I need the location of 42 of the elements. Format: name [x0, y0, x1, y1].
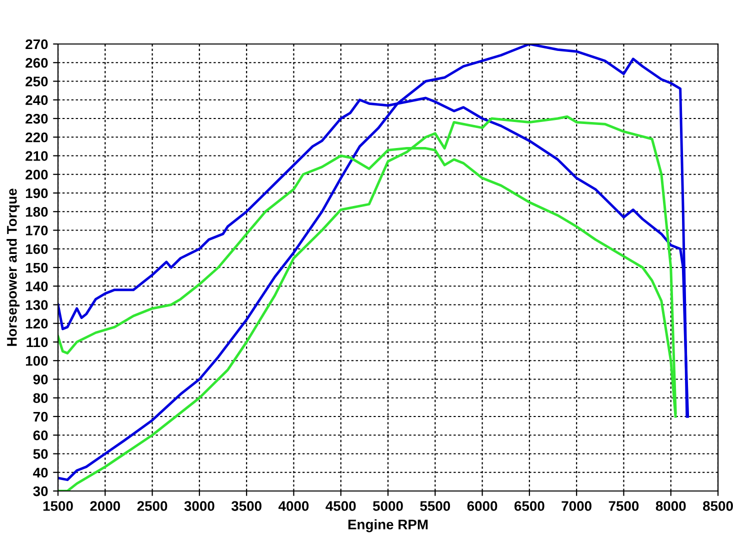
y-tick-label: 180 [26, 206, 48, 217]
y-tick-label: 240 [26, 95, 48, 106]
y-tick-label: 130 [26, 300, 48, 310]
x-tick-label: 2000 [90, 501, 120, 511]
x-tick-label: 3000 [184, 501, 214, 511]
y-tick-label: 220 [26, 132, 48, 142]
y-axis-title: Horsepower and Torque [6, 188, 20, 346]
x-tick-label: 6000 [467, 501, 498, 511]
y-tick-label: 110 [26, 337, 48, 348]
y-tick-label: 80 [33, 393, 48, 404]
x-tick-label: 5000 [372, 501, 403, 511]
x-tick-label: 7500 [608, 501, 639, 511]
y-tick-label: 40 [33, 468, 48, 478]
x-tick-label: 1500 [43, 501, 73, 511]
x-tick-label: 7000 [562, 501, 592, 511]
y-tick-label: 230 [26, 114, 48, 124]
x-tick-label: 4500 [326, 501, 356, 511]
x-tick-label: 8000 [656, 501, 686, 511]
y-tick-label: 100 [26, 356, 48, 366]
y-tick-label: 50 [33, 449, 48, 459]
y-tick-label: 140 [26, 281, 48, 292]
y-tick-label: 150 [26, 262, 48, 273]
x-axis-title: Engine RPM [348, 519, 428, 532]
x-tick-label: 2500 [137, 501, 168, 511]
x-tick-label: 3500 [231, 501, 262, 511]
y-tick-label: 160 [26, 244, 48, 254]
y-tick-label: 70 [33, 412, 48, 422]
x-tick-label: 6500 [514, 501, 544, 511]
x-tick-label: 4000 [278, 501, 309, 511]
y-tick-label: 170 [26, 226, 48, 236]
x-tick-label: 8500 [702, 501, 733, 511]
y-tick-label: 250 [26, 76, 48, 86]
y-tick-label: 120 [26, 318, 48, 329]
y-tick-label: 260 [26, 58, 48, 68]
y-tick-label: 200 [26, 170, 48, 180]
y-tick-label: 210 [26, 151, 48, 161]
y-tick-label: 270 [26, 39, 48, 50]
y-tick-label: 60 [33, 430, 48, 440]
y-tick-label: 90 [33, 374, 48, 384]
x-tick-label: 5500 [420, 501, 450, 511]
y-tick-label: 30 [33, 486, 48, 496]
y-tick-label: 190 [26, 188, 48, 198]
